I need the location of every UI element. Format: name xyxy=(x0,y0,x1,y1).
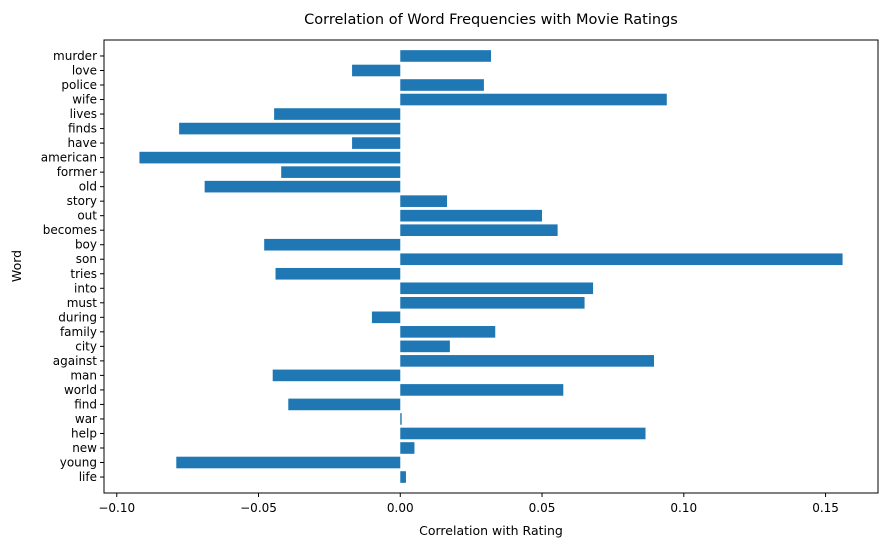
y-tick-label: former xyxy=(57,165,97,179)
y-tick-label: during xyxy=(58,310,97,324)
bar-becomes xyxy=(400,224,558,237)
x-tick-label: 0.05 xyxy=(529,501,556,515)
x-tick-label: −0.05 xyxy=(240,501,277,515)
y-tick-group: lifeyoungnewhelpwarfindworldmanagainstci… xyxy=(41,49,104,484)
y-tick-label: police xyxy=(61,78,97,92)
bar-old xyxy=(204,180,401,193)
y-tick-label: finds xyxy=(68,122,97,136)
y-tick-label: lives xyxy=(70,107,97,121)
plot-frame xyxy=(103,39,879,494)
y-tick-label: tries xyxy=(70,267,97,281)
y-tick-label: city xyxy=(75,339,97,353)
y-axis-label: Word xyxy=(9,250,24,282)
bar-out xyxy=(400,209,543,222)
bar-city xyxy=(400,340,450,353)
y-tick-label: wife xyxy=(72,93,97,107)
bar-man xyxy=(272,369,401,382)
bar-story xyxy=(400,195,448,207)
y-tick-label: must xyxy=(67,296,98,310)
x-tick-label: −0.10 xyxy=(98,501,135,515)
bar-during xyxy=(371,311,401,324)
bar-new xyxy=(400,442,415,454)
y-tick-label: boy xyxy=(75,238,97,252)
bar-war xyxy=(400,413,402,425)
bar-find xyxy=(288,398,401,411)
bar-have xyxy=(352,137,401,149)
x-tick-label: 0.15 xyxy=(812,501,839,515)
y-tick-label: old xyxy=(79,180,97,194)
bar-murder xyxy=(400,50,491,62)
y-tick-label: love xyxy=(72,63,97,77)
y-tick-label: war xyxy=(75,412,97,426)
bar-love xyxy=(352,64,401,77)
y-tick-label: find xyxy=(74,397,97,411)
y-tick-label: story xyxy=(67,194,97,208)
bar-into xyxy=(400,282,594,295)
y-tick-label: have xyxy=(68,136,97,150)
bar-must xyxy=(400,296,585,309)
bar-son xyxy=(400,253,843,266)
x-tick-group: −0.10 −0.05 0.00 0.05 0.10 0.15 xyxy=(98,493,839,515)
y-tick-label: family xyxy=(60,325,97,339)
bar-life xyxy=(400,471,406,483)
x-axis-label: Correlation with Rating xyxy=(419,523,563,538)
y-tick-label: against xyxy=(53,354,98,368)
y-tick-label: son xyxy=(76,252,97,266)
chart-title: Correlation of Word Frequencies with Mov… xyxy=(304,12,678,28)
y-tick-label: becomes xyxy=(43,223,97,237)
bar-american xyxy=(139,151,401,164)
bar-former xyxy=(281,166,401,178)
y-tick-label: life xyxy=(79,470,97,484)
bar-police xyxy=(400,79,484,91)
y-tick-label: man xyxy=(70,368,97,382)
bar-lives xyxy=(274,108,401,120)
bar-family xyxy=(400,326,496,338)
x-tick-label: 0.10 xyxy=(670,501,697,515)
bar-help xyxy=(400,427,646,440)
bar-tries xyxy=(275,267,401,280)
y-tick-label: young xyxy=(60,456,97,470)
y-tick-label: murder xyxy=(53,49,97,63)
y-tick-label: new xyxy=(72,441,97,455)
bar-world xyxy=(400,384,564,396)
bar-against xyxy=(400,355,655,367)
bar-wife xyxy=(400,93,667,106)
y-tick-label: american xyxy=(41,151,97,165)
x-tick-label: 0.00 xyxy=(387,501,414,515)
bar-boy xyxy=(264,238,401,251)
y-tick-label: world xyxy=(64,383,97,397)
bar-young xyxy=(176,456,401,469)
y-tick-label: help xyxy=(71,426,97,440)
y-tick-label: out xyxy=(77,209,97,223)
bar-finds xyxy=(179,122,401,135)
bars-group xyxy=(139,50,843,483)
y-tick-label: into xyxy=(74,281,97,295)
